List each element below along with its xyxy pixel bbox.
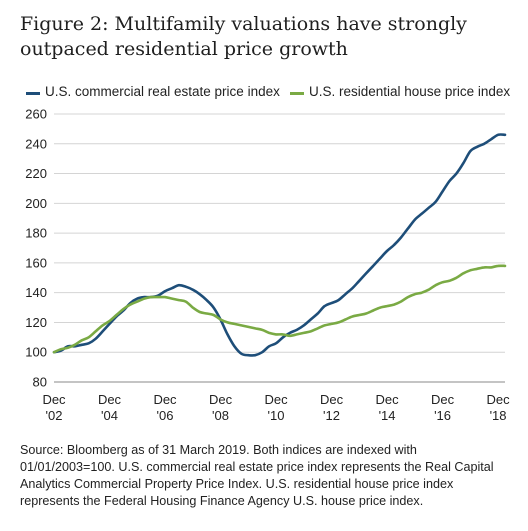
x-axis-ticks: Dec '02 Dec '04 Dec '06 Dec '08 Dec '10 Dec '12 Dec '… — [42, 392, 510, 423]
x-tick-label-1: Dec '04 — [98, 392, 122, 423]
y-tick-label-260: 260 — [25, 107, 47, 122]
x-tick-label-7: Dec '16 — [431, 392, 455, 423]
y-tick-label-220: 220 — [25, 166, 47, 181]
x-tick-label-8: Dec '18 — [486, 392, 510, 423]
y-tick-label-180: 180 — [25, 226, 47, 241]
x-tick-label-3: Dec '08 — [209, 392, 233, 423]
y-tick-label-240: 240 — [25, 136, 47, 151]
chart-legend: U.S. commercial real estate price index … — [20, 84, 520, 102]
y-tick-label-140: 140 — [25, 285, 47, 300]
legend-swatch-residential — [290, 92, 304, 95]
chart-title: Figure 2: Multifamily valuations have st… — [20, 13, 467, 60]
legend-swatch-commercial — [26, 92, 40, 95]
y-axis-ticks: 80 100 120 140 160 180 200 220 240 260 — [25, 107, 47, 390]
gridlines — [54, 113, 505, 353]
y-tick-label-120: 120 — [25, 315, 47, 330]
x-tick-label-6: Dec '14 — [375, 392, 399, 423]
legend-label-commercial: U.S. commercial real estate price index — [45, 84, 280, 99]
data-series — [52, 133, 507, 357]
x-tick-label-4: Dec '10 — [264, 392, 288, 423]
y-tick-label-100: 100 — [25, 345, 47, 360]
y-tick-label-200: 200 — [25, 196, 47, 211]
series-line-residential — [52, 264, 507, 354]
y-tick-label-160: 160 — [25, 255, 47, 270]
y-tick-label-80: 80 — [33, 375, 47, 390]
source-note: Source: Bloomberg as of 31 March 2019. B… — [20, 443, 494, 508]
x-tick-label-0: Dec '02 — [42, 392, 66, 423]
x-tick-label-5: Dec '12 — [320, 392, 344, 423]
x-tick-label-2: Dec '06 — [153, 392, 177, 423]
legend-label-residential: U.S. residential house price index — [309, 84, 511, 99]
